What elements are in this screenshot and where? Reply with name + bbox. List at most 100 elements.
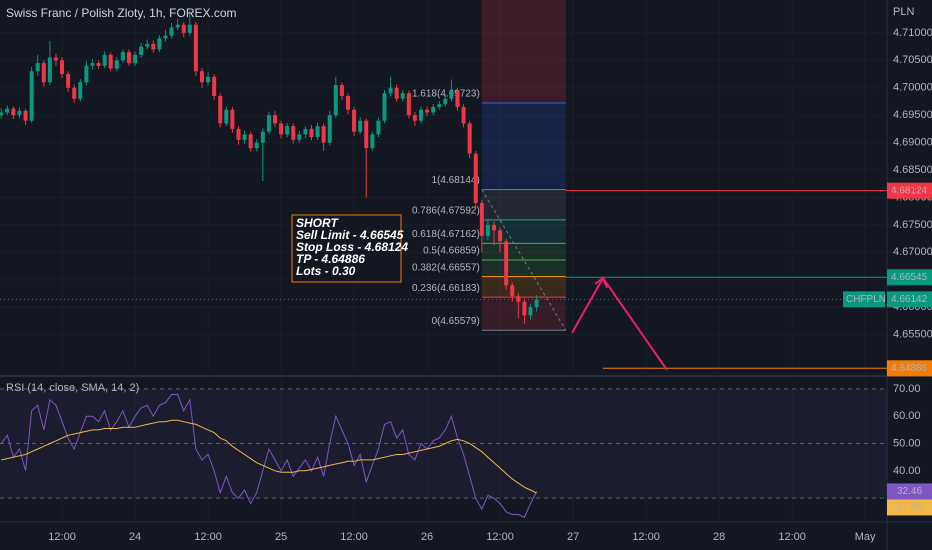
candle-body	[5, 108, 10, 113]
price-label: 4.68124	[891, 185, 928, 196]
candle-body	[437, 104, 442, 107]
candle-body	[102, 54, 107, 66]
candle-body	[266, 115, 271, 132]
candle-body	[297, 134, 302, 140]
y-tick-label: 4.68500	[893, 164, 932, 176]
price-label: 4.66142	[891, 294, 928, 305]
rsi-line	[1, 419, 537, 494]
candle-body	[157, 38, 162, 50]
x-tick-label: 27	[567, 531, 579, 543]
fib-label: 1(4.68144)	[431, 175, 479, 186]
x-tick-label: 12:00	[340, 531, 368, 543]
y-tick-label: 4.69500	[893, 109, 932, 121]
candle-body	[291, 126, 296, 140]
x-tick-label: 24	[129, 531, 141, 543]
candle-body	[498, 230, 503, 242]
candle-body	[491, 224, 496, 231]
candle-body	[218, 95, 223, 124]
candle-body	[364, 120, 369, 149]
candle-body	[108, 54, 113, 69]
fib-label: 1.618(4.69723)	[412, 89, 480, 100]
candle-body	[193, 24, 198, 72]
value-label: 31.86	[897, 502, 922, 513]
candle-body	[279, 123, 284, 135]
y-tick-label: 4.69000	[893, 137, 932, 149]
candle-body	[412, 115, 417, 121]
fib-label: 0.786(4.67592)	[412, 205, 480, 216]
candle-body	[504, 241, 509, 286]
candle-body	[248, 134, 253, 149]
candle-body	[224, 109, 229, 124]
candle-body	[206, 76, 211, 83]
value-label-bg	[887, 499, 932, 516]
x-tick-label: 26	[421, 531, 433, 543]
candle-body	[78, 82, 83, 99]
candle-body	[528, 307, 533, 316]
candle-body	[53, 57, 58, 61]
trade-box	[291, 214, 402, 283]
fib-label: 0.382(4.66557)	[412, 262, 480, 273]
candle-body	[443, 98, 448, 105]
candle-body	[260, 131, 265, 143]
fib-zone	[481, 243, 566, 261]
candle-body	[90, 63, 95, 66]
candle-body	[418, 109, 423, 121]
price-label-bg	[887, 360, 932, 377]
x-tick-label: 12:00	[486, 531, 514, 543]
candle-body	[17, 110, 22, 116]
price-label: 4.66545	[891, 272, 928, 283]
candle-body	[309, 128, 314, 138]
candle-body	[66, 74, 71, 88]
candle-body	[23, 110, 28, 121]
candle-body	[388, 87, 393, 94]
candle-body	[187, 24, 192, 33]
candle-body	[11, 108, 16, 116]
candle-body	[534, 299, 539, 308]
candle-body	[0, 112, 4, 116]
candle-body	[321, 126, 326, 143]
fib-zone	[481, 260, 566, 277]
chart-title: Swiss Franc / Polish Zloty, 1h, FOREX.co…	[6, 6, 237, 20]
candle-body	[333, 85, 338, 116]
candle-body	[47, 57, 52, 83]
y-tick-label: 4.67500	[893, 219, 932, 231]
fib-label: 0.5(4.66859)	[423, 246, 480, 257]
symbol-label-bg	[843, 291, 885, 308]
candle-body	[285, 126, 290, 135]
candle-body	[139, 46, 144, 55]
candle-body	[114, 60, 119, 69]
candle-body	[60, 60, 65, 75]
candle-body	[120, 52, 125, 61]
candle-body	[473, 153, 478, 203]
candle-body	[163, 35, 168, 39]
fib-zone	[481, 219, 566, 244]
candle-body	[315, 126, 320, 138]
price-label-bg	[887, 269, 932, 286]
candle-body	[406, 93, 411, 116]
candle-body	[133, 54, 138, 64]
fib-label: 0.618(4.67162)	[412, 229, 480, 240]
fib-zone	[481, 0, 566, 103]
candle-body	[29, 71, 34, 121]
candle-body	[236, 128, 241, 140]
candle-body	[242, 134, 247, 140]
value-label-bg	[887, 483, 932, 500]
fib-zone	[481, 276, 566, 298]
candle-body	[516, 296, 521, 302]
candle-body	[230, 109, 235, 129]
candle-body	[41, 63, 46, 83]
x-tick-label: 12:00	[48, 531, 76, 543]
trade-text: SHORT	[296, 216, 339, 230]
candle-body	[212, 76, 217, 96]
candle-body	[345, 95, 350, 110]
trade-text: Stop Loss - 4.68124	[296, 240, 408, 254]
trade-text: Sell Limit - 4.66545	[296, 228, 404, 242]
y-tick-label: 4.65500	[893, 329, 932, 341]
candle-body	[461, 106, 466, 124]
fib-zone	[481, 102, 566, 190]
candle-body	[84, 65, 89, 83]
candle-body	[303, 128, 308, 135]
symbol-label: CHFPLN	[846, 294, 886, 305]
